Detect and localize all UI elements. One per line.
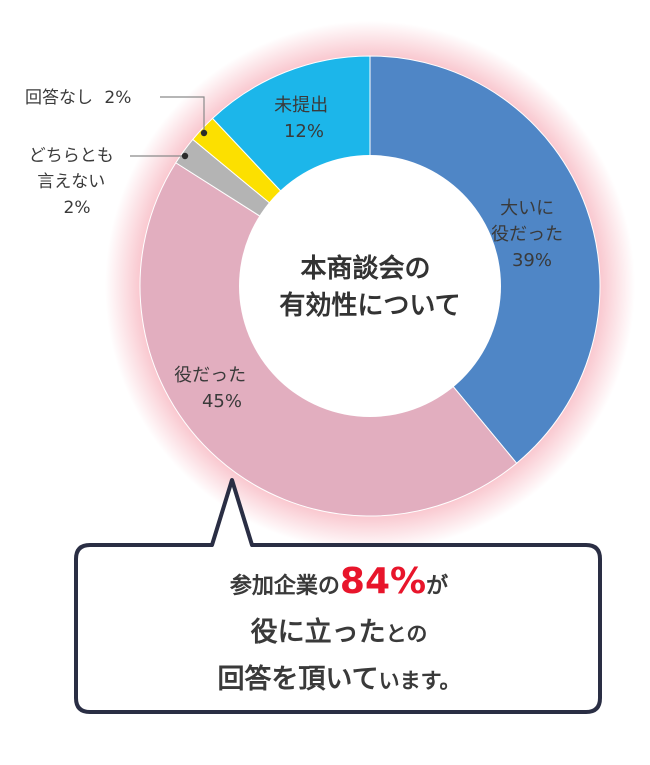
callout-line-3-small: います。 [379, 669, 461, 693]
label-useful-value: 45% [202, 391, 242, 412]
callout-bubble [74, 478, 602, 714]
center-title-line-1: 本商談会の [300, 253, 430, 284]
callout-line-3: 回答を頂いています。 [217, 663, 460, 695]
callout-line-1: 参加企業の84%が [230, 561, 448, 602]
label-neutral-line-2: 言えない [37, 172, 105, 192]
callout-line-1-suffix: が [426, 573, 448, 599]
label-useful-line-1: 役だった [174, 365, 246, 386]
label-no-answer-name: 回答なし [25, 88, 93, 108]
label-neutral: どちらとも 言えない 2% [29, 146, 119, 218]
label-not-submitted: 未提出 12% [274, 95, 334, 142]
label-useful: 役だった 45% [174, 365, 252, 412]
label-not-submitted-line-1: 未提出 [274, 95, 328, 116]
label-no-answer-value: 2% [104, 88, 131, 108]
label-neutral-line-1: どちらとも [29, 146, 114, 166]
callout-line-2: 役に立ったとの [251, 616, 428, 648]
center-title: 本商談会の 有効性について [279, 253, 460, 321]
label-very-useful: 大いに 役だった 39% [491, 198, 569, 271]
callout-line-2-small: との [386, 622, 428, 646]
label-very-useful-line-1: 大いに [500, 198, 554, 219]
callout-line-3-main: 回答を頂いて [217, 663, 378, 695]
leader-dot-no-answer [200, 129, 208, 137]
label-very-useful-line-2: 役だった [491, 224, 563, 245]
label-very-useful-value: 39% [512, 250, 552, 271]
leader-line-no-answer [160, 96, 205, 133]
leader-dot-neutral [181, 152, 189, 160]
label-not-submitted-value: 12% [284, 121, 324, 142]
donut-hole [239, 155, 501, 417]
center-title-line-2: 有効性について [279, 290, 460, 321]
label-neutral-value: 2% [64, 198, 91, 218]
callout-line-1-prefix: 参加企業の [230, 573, 340, 599]
label-no-answer: 回答なし 2% [25, 88, 131, 108]
callout-line-2-main: 役に立った [251, 616, 386, 648]
callout-highlight-percent: 84% [340, 561, 426, 602]
